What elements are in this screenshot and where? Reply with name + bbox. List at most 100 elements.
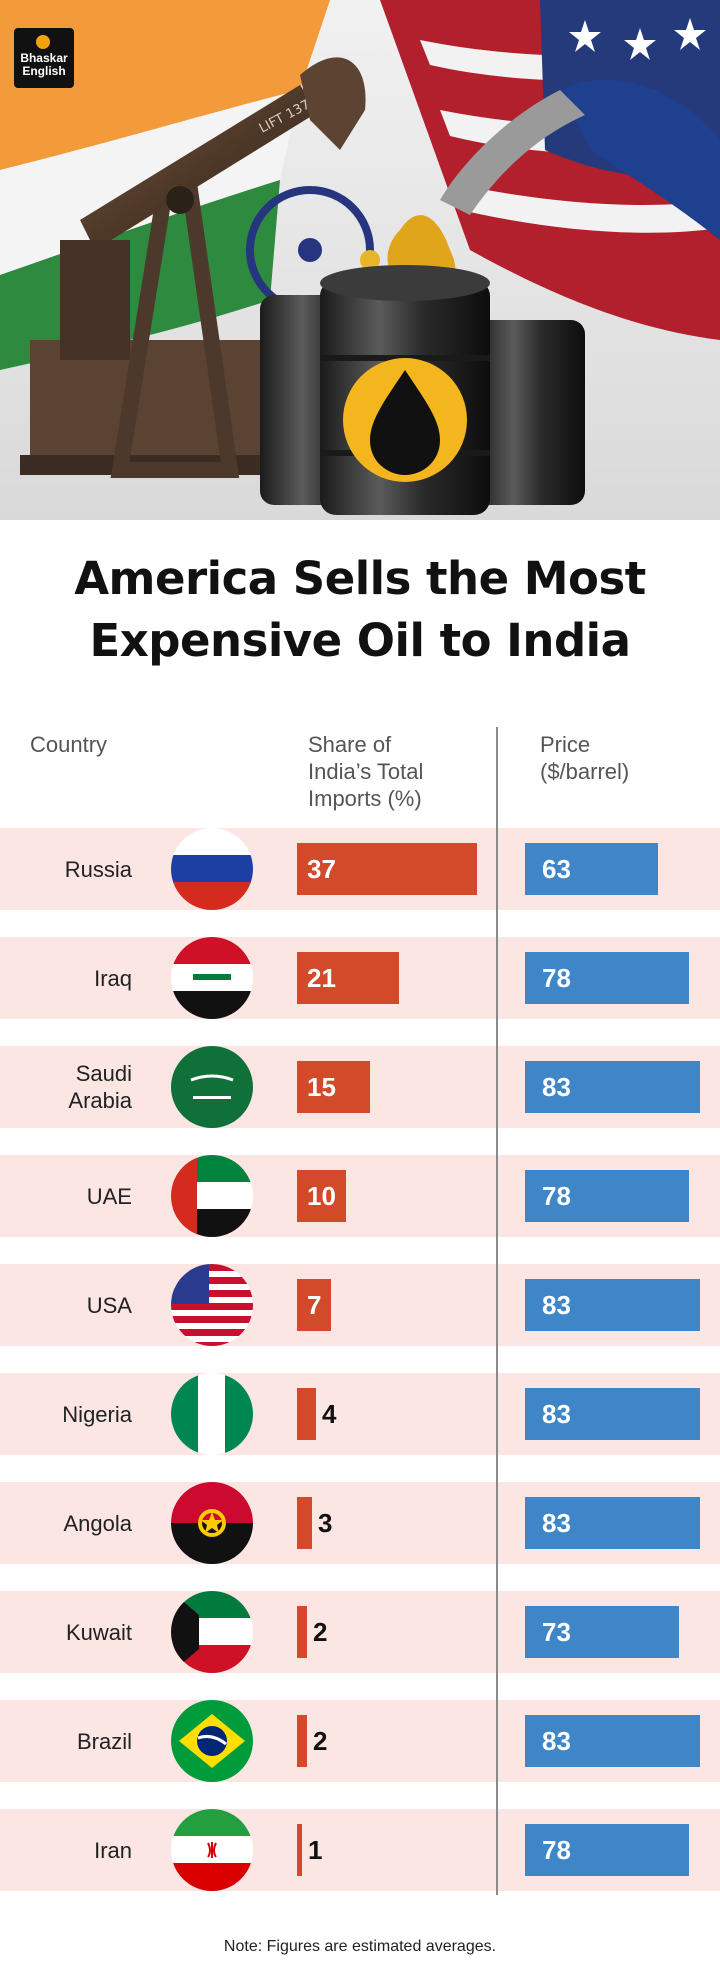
iraq-flag-graphic: [171, 937, 253, 1019]
share-value-label: 1: [308, 1835, 323, 1865]
angola-flag-icon: [171, 1482, 253, 1564]
price-value-label: 83: [542, 1726, 571, 1756]
share-value-label: 4: [322, 1399, 337, 1429]
chart-title: America Sells the Most Expensive Oil to …: [0, 548, 720, 672]
country-name-line: USA: [86, 1292, 132, 1318]
share-value-label: 37: [307, 854, 336, 884]
header-price-line-2: ($/barrel): [540, 759, 630, 784]
logo-dot-icon: [36, 35, 50, 49]
price-bar: [525, 1824, 689, 1876]
country-name: UAE: [0, 1183, 132, 1210]
angola-flag-graphic: [171, 1482, 253, 1564]
price-bar: [525, 1497, 700, 1549]
share-bar: [297, 1715, 307, 1767]
country-name-line: Russia: [64, 856, 132, 882]
country-name: Nigeria: [0, 1401, 132, 1428]
saudi-arabia-flag-graphic: [171, 1046, 253, 1128]
saudi-arabia-flag-icon: [171, 1046, 253, 1128]
country-name: Kuwait: [0, 1619, 132, 1646]
price-bar: [525, 1170, 689, 1222]
oil-pump-flags-illustration: LIFT 137: [0, 0, 720, 520]
iran-flag-graphic: [171, 1809, 253, 1891]
country-name: Saudi Arabia: [0, 1060, 132, 1114]
iran-flag-icon: [171, 1809, 253, 1891]
country-name-line: Iran: [94, 1837, 132, 1863]
title-line-1: America Sells the Most: [74, 552, 646, 605]
country-name-line: UAE: [86, 1183, 132, 1209]
uae-flag-icon: [171, 1155, 253, 1237]
price-bar: [525, 1715, 700, 1767]
kuwait-flag-graphic: [171, 1591, 253, 1673]
share-bar: [297, 1497, 312, 1549]
share-bar: [297, 843, 477, 895]
share-bar: [297, 1606, 307, 1658]
header-price-line-1: Price: [540, 732, 591, 757]
nigeria-flag-graphic: [171, 1373, 253, 1455]
country-name: USA: [0, 1292, 132, 1319]
usa-flag-icon: [171, 1264, 253, 1346]
country-name-line: Brazil: [76, 1728, 132, 1754]
bhaskar-english-logo: Bhaskar English: [14, 28, 74, 88]
price-value-label: 83: [542, 1399, 571, 1429]
share-bar: [297, 952, 399, 1004]
price-value-label: 83: [542, 1508, 571, 1538]
russia-flag-icon: [171, 828, 253, 910]
header-country: Country: [30, 732, 108, 757]
footnote: Note: Figures are estimated averages.: [223, 1938, 497, 1955]
share-value-label: 7: [307, 1290, 322, 1320]
header-share-line-2: India’s Total: [308, 759, 424, 784]
share-bar: [297, 1824, 302, 1876]
nigeria-flag-icon: [171, 1373, 253, 1455]
share-bar: [297, 1061, 370, 1113]
title-line-2: Expensive Oil to India: [89, 614, 631, 667]
country-name-line: Angola: [63, 1510, 132, 1536]
country-name: Iran: [0, 1837, 132, 1864]
column-divider: [496, 727, 498, 1895]
share-value-label: 2: [313, 1617, 328, 1647]
share-bar: [297, 1170, 346, 1222]
iraq-flag-icon: [171, 937, 253, 1019]
price-value-label: 83: [542, 1072, 571, 1102]
country-name-line: Kuwait: [65, 1619, 132, 1645]
country-name: Angola: [0, 1510, 132, 1537]
share-value-label: 2: [313, 1726, 328, 1756]
price-bar: [525, 1388, 700, 1440]
country-name-line: Iraq: [94, 965, 132, 991]
price-value-label: 63: [542, 854, 571, 884]
country-name-line: Nigeria: [62, 1401, 132, 1427]
header-share-line-3: Imports (%): [308, 786, 422, 811]
share-value-label: 10: [307, 1181, 336, 1211]
header-share: Share of India’s Total Imports (%): [308, 731, 478, 812]
russia-flag-graphic: [171, 828, 253, 910]
price-value-label: 78: [542, 1181, 571, 1211]
share-bar: [297, 1279, 331, 1331]
price-bar: [525, 952, 689, 1004]
country-name-line: Arabia: [68, 1088, 132, 1113]
share-value-label: 3: [318, 1508, 333, 1538]
country-name: Iraq: [0, 965, 132, 992]
country-name-line: Saudi: [75, 1061, 132, 1086]
logo-line-1: Bhaskar: [20, 51, 68, 65]
price-value-label: 83: [542, 1290, 571, 1320]
price-bar: [525, 843, 658, 895]
header-price: Price ($/barrel): [540, 731, 690, 785]
price-bar: [525, 1061, 700, 1113]
usa-flag-graphic: [171, 1264, 253, 1346]
share-value-label: 21: [307, 963, 336, 993]
brazil-flag-graphic: [171, 1700, 253, 1782]
logo-line-2: English: [22, 64, 66, 78]
kuwait-flag-icon: [171, 1591, 253, 1673]
price-value-label: 78: [542, 1835, 571, 1865]
price-bar: [525, 1279, 700, 1331]
share-bar: [297, 1388, 316, 1440]
brazil-flag-icon: [171, 1700, 253, 1782]
price-value-label: 78: [542, 963, 571, 993]
country-name: Brazil: [0, 1728, 132, 1755]
country-name: Russia: [0, 856, 132, 883]
uae-flag-graphic: [171, 1155, 253, 1237]
share-value-label: 15: [307, 1072, 336, 1102]
price-value-label: 73: [542, 1617, 571, 1647]
header-share-line-1: Share of: [308, 732, 392, 757]
hero-illustration: LIFT 137 Bhaskar English: [0, 0, 720, 520]
